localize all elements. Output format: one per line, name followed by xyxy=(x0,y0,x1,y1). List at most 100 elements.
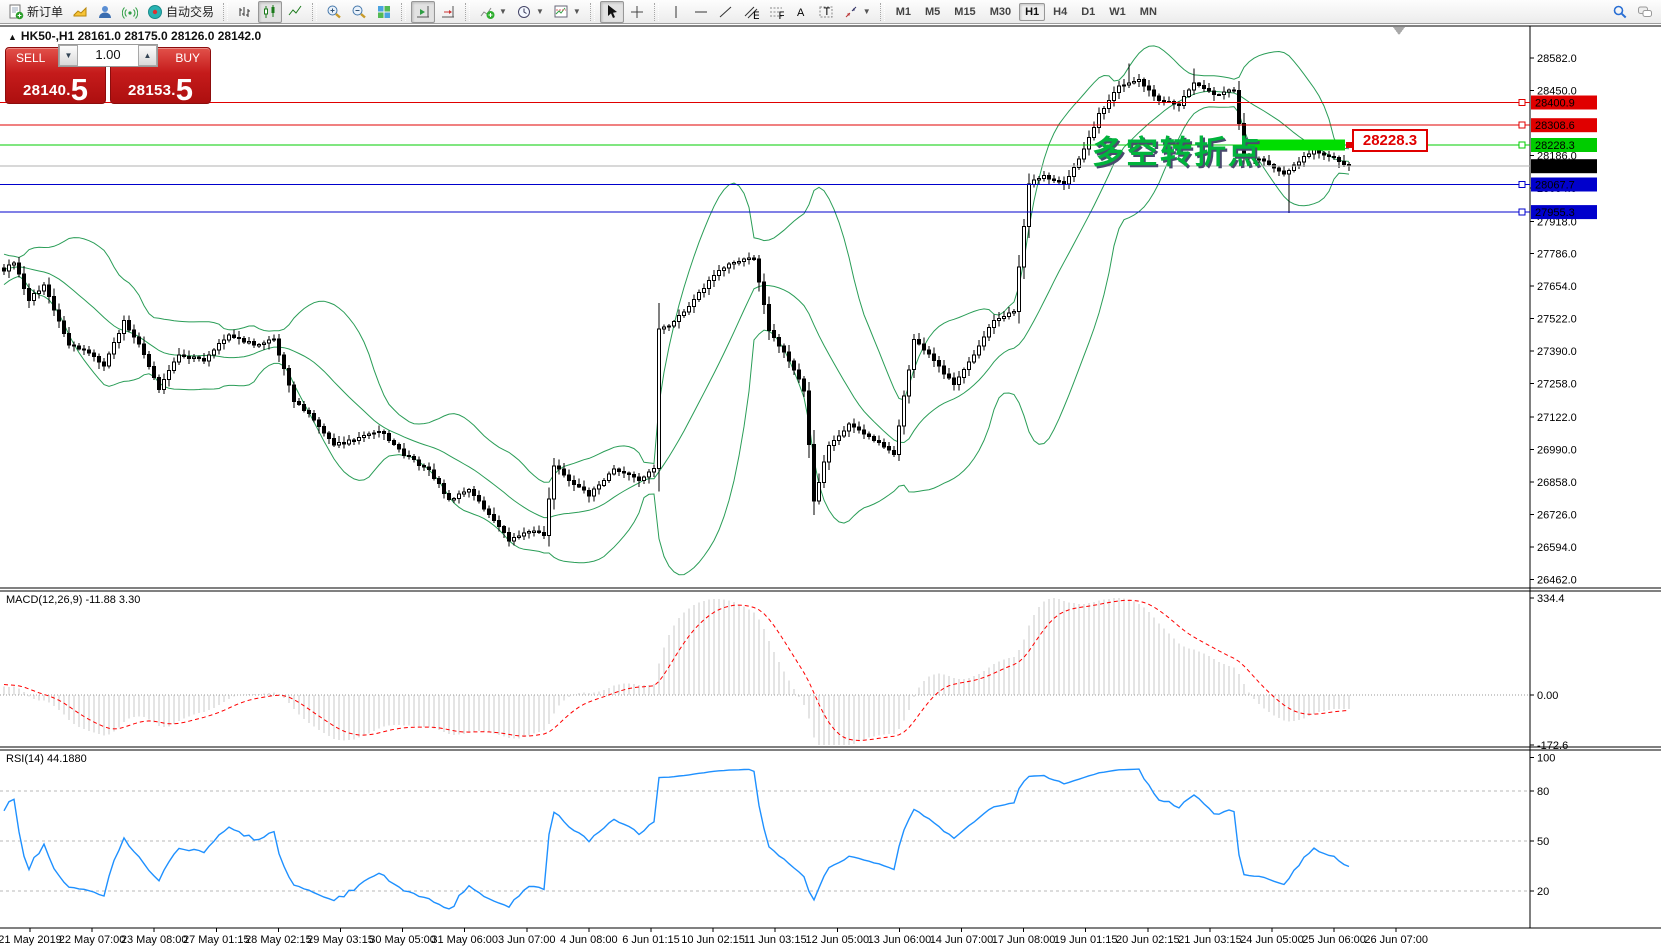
vertical-line-button[interactable] xyxy=(664,1,688,23)
timeframe-buttons: M1 M5 M15 M30 H1 H4 D1 W1 MN xyxy=(890,2,1163,21)
svg-text:11 Jun 03:15: 11 Jun 03:15 xyxy=(744,934,807,946)
line-chart-button[interactable] xyxy=(283,1,307,23)
svg-text:20 Jun 02:15: 20 Jun 02:15 xyxy=(1116,934,1180,946)
indicators-icon xyxy=(480,7,495,19)
cursor-button[interactable] xyxy=(599,0,624,23)
arrows-button[interactable]: ▼ xyxy=(839,1,875,23)
price-axis: 28582.028450.028186.028054.027918.027786… xyxy=(1530,53,1577,898)
main-toolbar: 新订单 自动交易 xyxy=(0,0,1661,24)
macd-signal-line xyxy=(3,599,1350,742)
svg-text:10 Jun 02:15: 10 Jun 02:15 xyxy=(681,934,745,946)
horizontal-line-button[interactable] xyxy=(689,1,713,23)
one-click-trading-panel: SELL 28140.5 BUY 28153.5 ▼ 1.00 ▲ xyxy=(5,44,211,106)
one-click-collapse-icon[interactable]: ▲ xyxy=(8,32,17,42)
periods-button[interactable]: ▼ xyxy=(512,1,548,23)
timeframe-D1[interactable]: D1 xyxy=(1081,5,1096,18)
svg-text:26 Jun 07:00: 26 Jun 07:00 xyxy=(1364,934,1428,946)
svg-text:27955.3: 27955.3 xyxy=(1535,207,1575,219)
templates-button[interactable]: ▼ xyxy=(549,1,585,23)
toolbar-gripper xyxy=(401,2,407,21)
timeframe-M5[interactable]: M5 xyxy=(925,5,941,18)
bar-chart-button[interactable] xyxy=(233,1,257,23)
zoom-out-button[interactable] xyxy=(347,1,371,23)
candlesticks xyxy=(2,63,1351,547)
svg-text:27918.0: 27918.0 xyxy=(1537,216,1577,228)
svg-text:28308.6: 28308.6 xyxy=(1535,120,1575,132)
chart-area[interactable]: 28582.028450.028186.028054.027918.027786… xyxy=(0,24,1661,948)
timeframe-MN[interactable]: MN xyxy=(1139,5,1157,18)
chart-shift-icon xyxy=(442,5,455,17)
horizontal-levels[interactable] xyxy=(0,99,1530,216)
svg-text:26594.0: 26594.0 xyxy=(1537,542,1577,554)
svg-text:23 May 08:00: 23 May 08:00 xyxy=(121,934,188,946)
buy-price: 28153.5 xyxy=(111,74,210,105)
crosshair-button[interactable] xyxy=(625,1,649,23)
macd-indicator-label: MACD(12,26,9) -11.88 3.30 xyxy=(6,594,141,606)
text-label-button[interactable]: T xyxy=(814,1,838,23)
timeframe-M1[interactable]: M1 xyxy=(895,5,911,18)
svg-text:27122.0: 27122.0 xyxy=(1537,412,1577,424)
sell-price-main: 28140. xyxy=(23,82,71,99)
volume-decrease-button[interactable]: ▼ xyxy=(59,45,78,66)
new-order-button[interactable]: 新订单 xyxy=(4,1,67,23)
svg-text:50: 50 xyxy=(1537,836,1549,848)
chart-shift-marker[interactable] xyxy=(1393,27,1405,35)
timeframe-W1[interactable]: W1 xyxy=(1109,5,1126,18)
channel-icon: E xyxy=(744,6,759,20)
indicators-button[interactable]: ▼ xyxy=(475,1,511,23)
svg-text:30 May 05:00: 30 May 05:00 xyxy=(369,934,436,946)
svg-text:27786.0: 27786.0 xyxy=(1537,249,1577,261)
zoom-out-icon xyxy=(352,5,366,18)
resistance-zone-bar[interactable] xyxy=(1242,139,1345,151)
svg-text:13 Jun 06:00: 13 Jun 06:00 xyxy=(868,934,932,946)
zoom-in-button[interactable] xyxy=(322,1,346,23)
text-label-icon: T xyxy=(819,6,833,18)
autotrading-button[interactable]: 自动交易 xyxy=(143,1,218,23)
timeframe-H4[interactable]: H4 xyxy=(1053,5,1068,18)
rsi-level-lines xyxy=(0,790,1530,892)
dropdown-caret-icon: ▼ xyxy=(499,7,507,16)
tile-windows-icon xyxy=(378,5,391,18)
svg-text:21 Jun 03:15: 21 Jun 03:15 xyxy=(1178,934,1242,946)
horizontal-line-icon xyxy=(694,11,707,12)
timeframe-M30[interactable]: M30 xyxy=(989,5,1012,18)
dropdown-caret-icon: ▼ xyxy=(862,7,871,16)
svg-text:20: 20 xyxy=(1537,886,1549,898)
rsi-line xyxy=(3,768,1350,910)
community-button[interactable] xyxy=(93,1,117,23)
svg-text:3 Jun 07:00: 3 Jun 07:00 xyxy=(498,934,556,946)
auto-scroll-button[interactable] xyxy=(411,0,436,23)
zone-price-label[interactable]: 28228.3 xyxy=(1352,129,1428,152)
templates-icon xyxy=(554,5,568,17)
svg-text:27522.0: 27522.0 xyxy=(1537,314,1577,326)
chart-snapshot-button[interactable] xyxy=(68,1,92,23)
svg-text:27654.0: 27654.0 xyxy=(1537,281,1577,293)
svg-text:28450.0: 28450.0 xyxy=(1537,85,1577,97)
svg-text:14 Jun 07:00: 14 Jun 07:00 xyxy=(930,934,994,946)
buy-price-main: 28153. xyxy=(128,82,176,99)
tile-windows-button[interactable] xyxy=(372,1,396,23)
signals-button[interactable] xyxy=(118,1,142,23)
svg-text:100: 100 xyxy=(1537,753,1555,765)
svg-text:28067.7: 28067.7 xyxy=(1535,180,1575,192)
volume-control: ▼ 1.00 ▲ xyxy=(58,44,158,67)
candlestick-chart-button[interactable] xyxy=(258,0,283,23)
timeframe-M15[interactable]: M15 xyxy=(954,5,976,18)
turning-point-annotation[interactable]: 多空转折点 xyxy=(1092,134,1263,170)
text-button[interactable]: A xyxy=(789,1,813,23)
volume-increase-button[interactable]: ▲ xyxy=(138,45,157,66)
svg-text:28142.0: 28142.0 xyxy=(1535,161,1575,173)
svg-text:F: F xyxy=(778,10,784,20)
volume-input[interactable]: 1.00 xyxy=(95,47,121,62)
trendline-button[interactable] xyxy=(714,1,738,23)
text-icon: A xyxy=(797,7,805,19)
timeframe-H1[interactable]: H1 xyxy=(1019,2,1046,21)
chart-shift-button[interactable] xyxy=(436,1,460,23)
toolbar-gripper xyxy=(465,2,471,21)
equidistant-channel-button[interactable]: E xyxy=(739,1,763,23)
search-button[interactable] xyxy=(1608,1,1632,23)
svg-text:21 May 2019: 21 May 2019 xyxy=(0,934,62,946)
fibonacci-button[interactable]: F xyxy=(764,1,788,23)
chat-button[interactable] xyxy=(1633,1,1657,23)
